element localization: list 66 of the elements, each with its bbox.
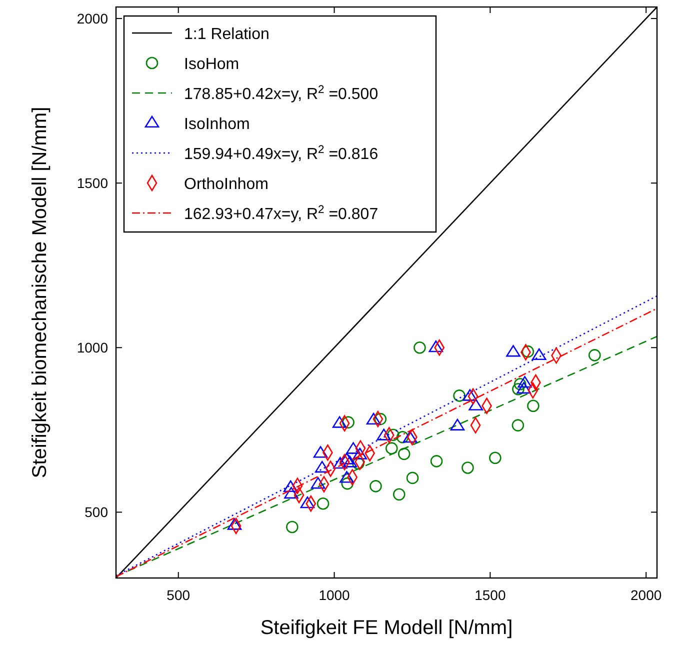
point	[284, 486, 298, 499]
point	[506, 345, 520, 357]
point	[313, 446, 328, 458]
point	[406, 472, 419, 484]
point	[283, 480, 298, 492]
x-tick-label: 1500	[474, 587, 506, 603]
point	[430, 455, 443, 468]
point	[227, 518, 242, 530]
point	[387, 428, 400, 441]
point	[402, 430, 418, 443]
point	[428, 340, 444, 352]
point	[340, 471, 354, 483]
point	[398, 448, 410, 460]
point	[522, 345, 534, 358]
point	[352, 457, 364, 470]
point	[392, 488, 406, 501]
point	[376, 428, 391, 440]
legend-label: 162.93+0.47x=y, R$^{2}$ =0.807	[184, 204, 378, 223]
point	[346, 442, 360, 454]
point	[374, 412, 387, 426]
point	[370, 480, 382, 492]
point	[342, 416, 354, 428]
point	[286, 520, 298, 534]
y-tick-label: 500	[84, 504, 108, 520]
legend-label: IsoInhom	[184, 116, 250, 133]
point	[385, 442, 398, 454]
point	[333, 456, 348, 469]
point	[341, 477, 354, 490]
legend-label: OrthoInhom	[184, 176, 268, 193]
point	[512, 419, 524, 432]
point	[342, 456, 358, 468]
point	[462, 389, 478, 401]
y-tick-label: 1500	[76, 175, 108, 192]
point	[512, 382, 524, 396]
point	[462, 462, 474, 474]
x-tick-label: 500	[166, 587, 190, 603]
legend-label: 1:1 Relation	[184, 26, 270, 43]
point	[527, 400, 540, 412]
point	[314, 460, 330, 473]
point	[332, 416, 347, 428]
x-tick-label: 2000	[630, 587, 662, 603]
point	[396, 430, 409, 444]
x-tick-label: 1000	[318, 587, 350, 603]
point	[366, 412, 381, 425]
y-tick-label: 2000	[76, 10, 108, 27]
point	[340, 452, 354, 464]
point	[310, 477, 326, 489]
point	[514, 378, 526, 390]
point	[518, 376, 532, 388]
x-axis-title: Steifigkeit FE Modell [N/mm]	[260, 617, 513, 639]
point	[316, 497, 330, 510]
point	[300, 496, 315, 508]
legend-label: IsoHom	[184, 56, 240, 73]
point	[414, 341, 426, 354]
point	[453, 390, 466, 402]
y-tick-label: 1000	[76, 340, 108, 356]
point	[450, 418, 465, 430]
y-axis-title: Steifigkeit biomechanische Modell [N/mm]	[29, 106, 51, 478]
point	[516, 382, 532, 394]
legend-label: 159.94+0.49x=y, R$^{2}$ =0.816	[184, 144, 378, 163]
point	[352, 448, 367, 460]
point	[489, 452, 502, 464]
point	[532, 348, 546, 360]
legend-label: 178.85+0.42x=y, R$^{2}$ =0.500	[184, 84, 378, 103]
point	[468, 398, 483, 410]
point	[588, 349, 601, 362]
